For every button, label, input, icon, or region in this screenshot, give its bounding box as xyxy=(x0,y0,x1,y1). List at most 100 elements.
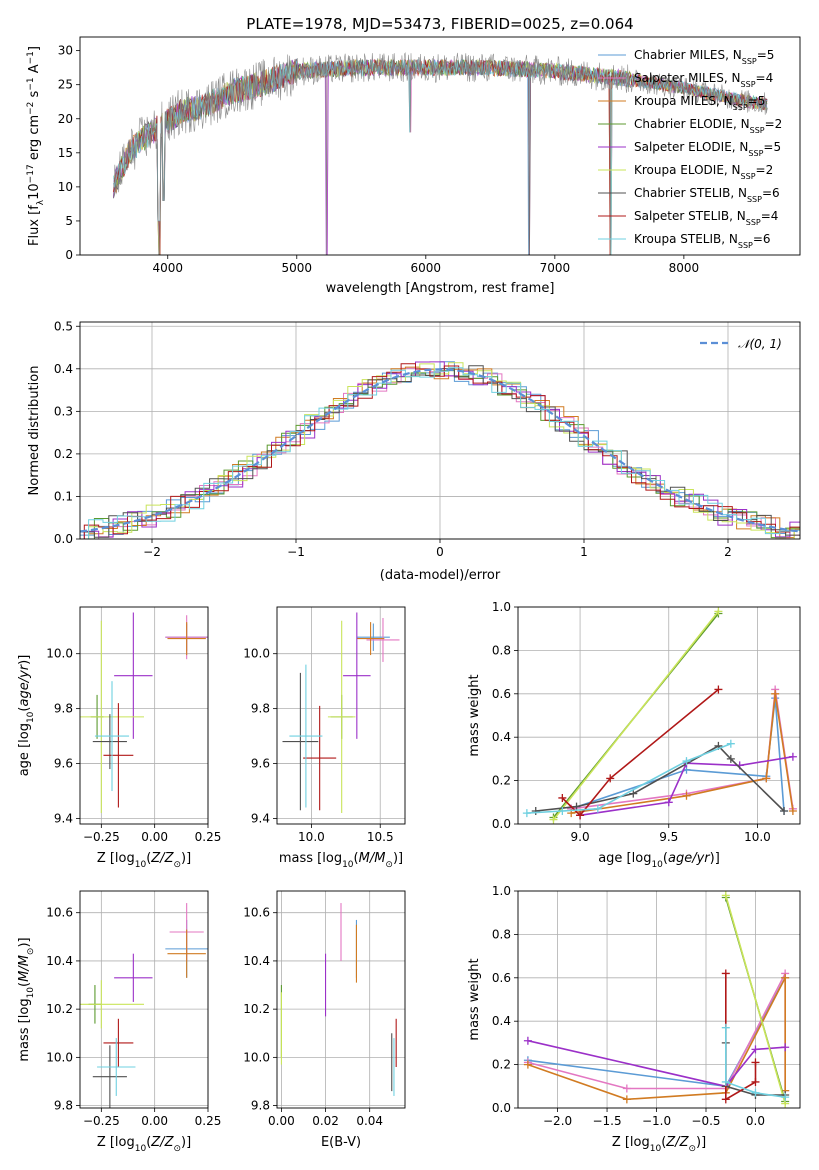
y-tick-label: 0 xyxy=(65,248,73,262)
panel-mass_vs_ebv: 0.00 0.02 0.04 9.8 10.0 10.2 10.4 10.6 E(B-V) xyxy=(243,890,406,1150)
legend-sub: SSP xyxy=(742,57,757,66)
panel-age_vs_Z: −0.25 0.00 0.259.49.69.810.0Z [log10(Z/Z⊙)… xyxy=(17,606,221,870)
x-tick-label: −0.25 xyxy=(83,1114,120,1128)
weight-marker-salpeter_stelib xyxy=(558,793,567,802)
weight-line-kroupa_elodie xyxy=(725,895,786,1104)
legend-text: Salpeter STELIB, N xyxy=(634,209,746,223)
y-tick-label: 0.3 xyxy=(54,404,73,418)
weight-marker-kroupa_stelib xyxy=(721,1077,730,1086)
label-part: A xyxy=(27,64,42,77)
y-tick-label: 25 xyxy=(58,78,73,92)
x-tick-label: −1 xyxy=(287,545,305,559)
errorbar-salpeter_miles xyxy=(366,617,400,662)
panel-weights_vs_Z: −2.0 −1.5 −1.0 −0.5 0.0 0.0 0.2 0.4 0.6 0.8 1.0 Z [… xyxy=(467,884,801,1154)
label-part: Z/Z xyxy=(150,1135,174,1150)
y-tick-label: 0.0 xyxy=(492,1101,511,1115)
errorbar-kroupa_elodie xyxy=(80,980,144,1029)
x-axis-label: E(B-V) xyxy=(321,1135,361,1150)
y-tick-label: 0.0 xyxy=(492,817,511,831)
y-axis-label: mass weight xyxy=(467,958,482,1040)
legend-suffix: =5 xyxy=(748,94,766,108)
errorbar-salpeter_elodie xyxy=(114,953,153,1002)
weight-marker-kroupa_stelib xyxy=(751,1088,760,1097)
y-tick-label: 0.0 xyxy=(54,532,73,546)
weight-line-chabrier_stelib xyxy=(535,744,785,812)
legend-label-normal: 𝒩(0, 1) xyxy=(738,337,782,351)
weight-marker-kroupa_stelib xyxy=(593,804,602,813)
weight-marker-chabrier_stelib xyxy=(726,754,735,763)
legend-suffix: =2 xyxy=(765,117,783,131)
legend-label-kroupa_miles: Kroupa MILES, NSSP=5 xyxy=(634,94,765,112)
x-tick-label: −1.0 xyxy=(642,1114,671,1128)
x-tick-label: −2 xyxy=(143,545,161,559)
y-axis-label: mass [log10(M/M⊙)] xyxy=(17,937,36,1061)
weight-marker-kroupa_miles xyxy=(622,1095,631,1104)
label-part: 10 xyxy=(26,711,36,723)
axes-frame xyxy=(79,890,209,1109)
errorbar-kroupa_miles xyxy=(356,622,385,656)
weight-marker-kroupa_stelib xyxy=(558,806,567,815)
x-axis-label: Z [log10(Z/Z⊙)] xyxy=(97,1135,191,1154)
label-part: Z [log xyxy=(97,851,135,866)
legend-text: Kroupa ELODIE, N xyxy=(634,163,741,177)
label-part: ⊙ xyxy=(385,860,393,870)
label-part: E(B-V) xyxy=(321,1135,361,1150)
x-tick-label: 0 xyxy=(436,545,444,559)
label-part: mass [log xyxy=(279,851,342,866)
weight-marker-salpeter_elodie xyxy=(664,798,673,807)
weight-marker-salpeter_stelib xyxy=(751,1077,760,1086)
errorbar-kroupa_elodie xyxy=(327,620,356,814)
label-part: Z [log xyxy=(612,1135,650,1150)
figure-title: PLATE=1978, MJD=53473, FIBERID=0025, z=0… xyxy=(246,15,633,33)
label-part: age/yr xyxy=(668,851,711,866)
weight-marker-salpeter_elodie xyxy=(781,1043,790,1052)
legend-label-chabrier_stelib: Chabrier STELIB, NSSP=6 xyxy=(634,186,780,204)
plot-area xyxy=(523,891,790,1108)
label-part: λ xyxy=(36,199,46,205)
axes-frame xyxy=(276,890,406,1109)
label-part: Flux [f xyxy=(27,205,42,246)
weight-marker-kroupa_stelib xyxy=(682,757,691,766)
y-tick-label: 0.6 xyxy=(492,971,511,985)
observed-spectrum xyxy=(113,52,768,255)
y-tick-label: 0.4 xyxy=(492,1014,511,1028)
x-tick-label: 9.5 xyxy=(659,830,678,844)
x-tick-label: 10.0 xyxy=(744,830,771,844)
label-part: )] xyxy=(181,851,191,866)
legend-sub: SSP xyxy=(750,126,765,135)
label-part: ( xyxy=(17,707,32,712)
y-axis-label: mass weight xyxy=(467,674,482,756)
y-tick-label: 9.6 xyxy=(54,757,73,771)
x-axis-label: Z [log10(Z/Z⊙)] xyxy=(97,851,191,870)
y-axis-label: age [log10(age/yr)] xyxy=(17,655,36,777)
errorbar-chabrier_stelib xyxy=(282,672,319,811)
legend-text: Chabrier STELIB, N xyxy=(634,186,747,200)
x-tick-label: 4000 xyxy=(152,261,183,275)
axes-frame xyxy=(517,890,801,1109)
legend-suffix: =6 xyxy=(762,186,780,200)
weight-marker-kroupa_stelib xyxy=(721,1023,730,1032)
weight-marker-salpeter_elodie xyxy=(751,1045,760,1054)
panel-residuals: −2 −1 0 1 2 0.0 0.1 0.2 0.3 0.4 0.5 𝒩(0, 1) (data-mo… xyxy=(27,319,801,583)
x-tick-label: 10.0 xyxy=(298,830,325,844)
weight-marker-salpeter_stelib xyxy=(751,1058,760,1067)
label-part: )] xyxy=(17,937,32,947)
weight-marker-salpeter_stelib xyxy=(721,1095,730,1104)
errorbar-kroupa_stelib xyxy=(289,664,323,808)
y-tick-label: 20 xyxy=(58,112,73,126)
legend-text: Chabrier MILES, N xyxy=(634,48,742,62)
legend-text: Salpeter ELODIE, N xyxy=(634,140,748,154)
legend-label-chabrier_miles: Chabrier MILES, NSSP=5 xyxy=(634,48,774,66)
y-tick-label: 1.0 xyxy=(492,884,511,898)
legend-text: Kroupa STELIB, N xyxy=(634,232,738,246)
weight-marker-kroupa_elodie xyxy=(721,891,730,900)
x-tick-label: 0.00 xyxy=(141,830,168,844)
x-axis-label: mass [log10(M/M⊙)] xyxy=(279,851,403,870)
axes-frame xyxy=(79,36,801,256)
x-tick-label: 1 xyxy=(580,545,588,559)
label-part: )] xyxy=(17,655,32,665)
legend-sub: SSP xyxy=(748,149,763,158)
x-axis-label: age [log10(age/yr)] xyxy=(598,851,720,870)
